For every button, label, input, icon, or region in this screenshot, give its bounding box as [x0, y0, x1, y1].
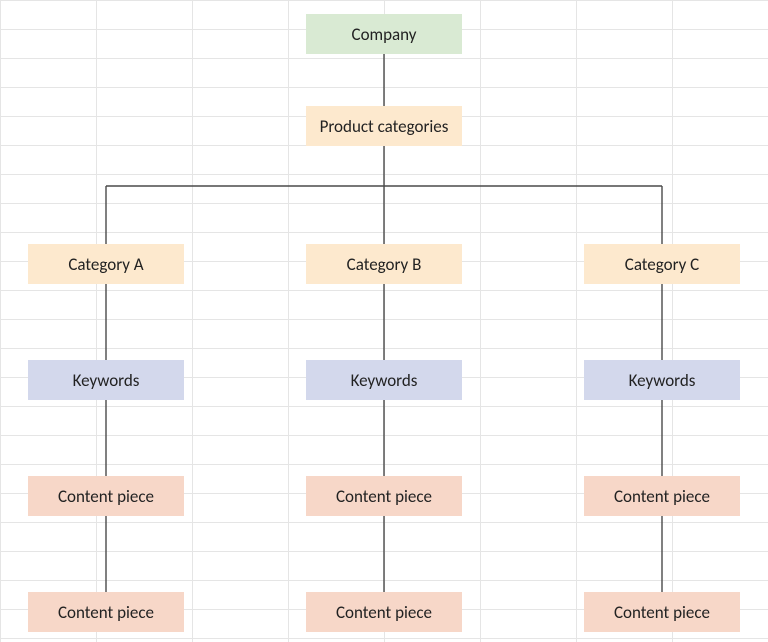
node-keywords-a: Keywords	[28, 360, 184, 400]
node-keywords-b: Keywords	[306, 360, 462, 400]
node-content-a2: Content piece	[28, 592, 184, 632]
node-label: Keywords	[351, 370, 418, 391]
tree-connectors	[0, 0, 768, 642]
node-content-c1: Content piece	[584, 476, 740, 516]
node-label: Content piece	[614, 486, 710, 507]
node-category-b: Category B	[306, 244, 462, 284]
node-label: Category C	[625, 254, 699, 275]
node-label: Category A	[68, 254, 143, 275]
node-label: Keywords	[629, 370, 696, 391]
node-category-a: Category A	[28, 244, 184, 284]
node-company: Company	[306, 14, 462, 54]
node-content-b2: Content piece	[306, 592, 462, 632]
node-category-c: Category C	[584, 244, 740, 284]
node-keywords-c: Keywords	[584, 360, 740, 400]
node-product-categories: Product categories	[306, 106, 462, 146]
node-content-b1: Content piece	[306, 476, 462, 516]
node-label: Content piece	[614, 602, 710, 623]
node-label: Content piece	[336, 602, 432, 623]
node-label: Content piece	[58, 602, 154, 623]
node-content-a1: Content piece	[28, 476, 184, 516]
node-label: Category B	[347, 254, 422, 275]
node-label: Content piece	[336, 486, 432, 507]
node-label: Content piece	[58, 486, 154, 507]
node-content-c2: Content piece	[584, 592, 740, 632]
node-label: Company	[352, 24, 417, 45]
node-label: Keywords	[73, 370, 140, 391]
node-label: Product categories	[320, 116, 449, 137]
